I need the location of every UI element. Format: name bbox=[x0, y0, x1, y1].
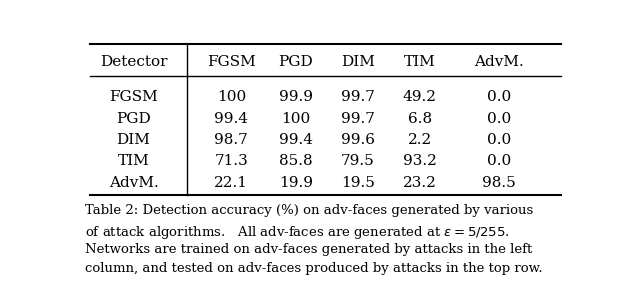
Text: 6.8: 6.8 bbox=[408, 112, 432, 126]
Text: 19.5: 19.5 bbox=[341, 176, 374, 190]
Text: 98.5: 98.5 bbox=[483, 176, 516, 190]
Text: of attack algorithms.   All adv-faces are generated at $\epsilon = 5/255$.: of attack algorithms. All adv-faces are … bbox=[85, 224, 509, 241]
Text: TIM: TIM bbox=[404, 55, 436, 69]
Text: 22.1: 22.1 bbox=[214, 176, 248, 190]
Text: 99.6: 99.6 bbox=[340, 133, 375, 147]
Text: 99.4: 99.4 bbox=[279, 133, 313, 147]
Text: 0.0: 0.0 bbox=[487, 112, 511, 126]
Text: 19.9: 19.9 bbox=[279, 176, 313, 190]
Text: 100: 100 bbox=[281, 112, 310, 126]
Text: 99.9: 99.9 bbox=[279, 91, 313, 104]
Text: 100: 100 bbox=[217, 91, 246, 104]
Text: TIM: TIM bbox=[118, 155, 150, 168]
Text: Networks are trained on adv-faces generated by attacks in the left: Networks are trained on adv-faces genera… bbox=[85, 243, 532, 256]
Text: 99.7: 99.7 bbox=[341, 91, 374, 104]
Text: 2.2: 2.2 bbox=[408, 133, 432, 147]
Text: DIM: DIM bbox=[341, 55, 374, 69]
Text: 0.0: 0.0 bbox=[487, 133, 511, 147]
Text: 99.7: 99.7 bbox=[341, 112, 374, 126]
Text: 23.2: 23.2 bbox=[403, 176, 436, 190]
Text: PGD: PGD bbox=[278, 55, 313, 69]
Text: 49.2: 49.2 bbox=[403, 91, 436, 104]
Text: 0.0: 0.0 bbox=[487, 155, 511, 168]
Text: 85.8: 85.8 bbox=[279, 155, 312, 168]
Text: Table 2: Detection accuracy (%) on adv-faces generated by various: Table 2: Detection accuracy (%) on adv-f… bbox=[85, 204, 533, 217]
Text: AdvM.: AdvM. bbox=[474, 55, 524, 69]
Text: Detector: Detector bbox=[100, 55, 167, 69]
Text: 79.5: 79.5 bbox=[341, 155, 374, 168]
Text: PGD: PGD bbox=[116, 112, 151, 126]
Text: 71.3: 71.3 bbox=[214, 155, 248, 168]
Text: AdvM.: AdvM. bbox=[109, 176, 159, 190]
Text: FGSM: FGSM bbox=[207, 55, 255, 69]
Text: column, and tested on adv-faces produced by attacks in the top row.: column, and tested on adv-faces produced… bbox=[85, 262, 543, 275]
Text: DIM: DIM bbox=[116, 133, 150, 147]
Text: 0.0: 0.0 bbox=[487, 91, 511, 104]
Text: 93.2: 93.2 bbox=[403, 155, 436, 168]
Text: FGSM: FGSM bbox=[109, 91, 158, 104]
Text: 98.7: 98.7 bbox=[214, 133, 248, 147]
Text: 99.4: 99.4 bbox=[214, 112, 248, 126]
